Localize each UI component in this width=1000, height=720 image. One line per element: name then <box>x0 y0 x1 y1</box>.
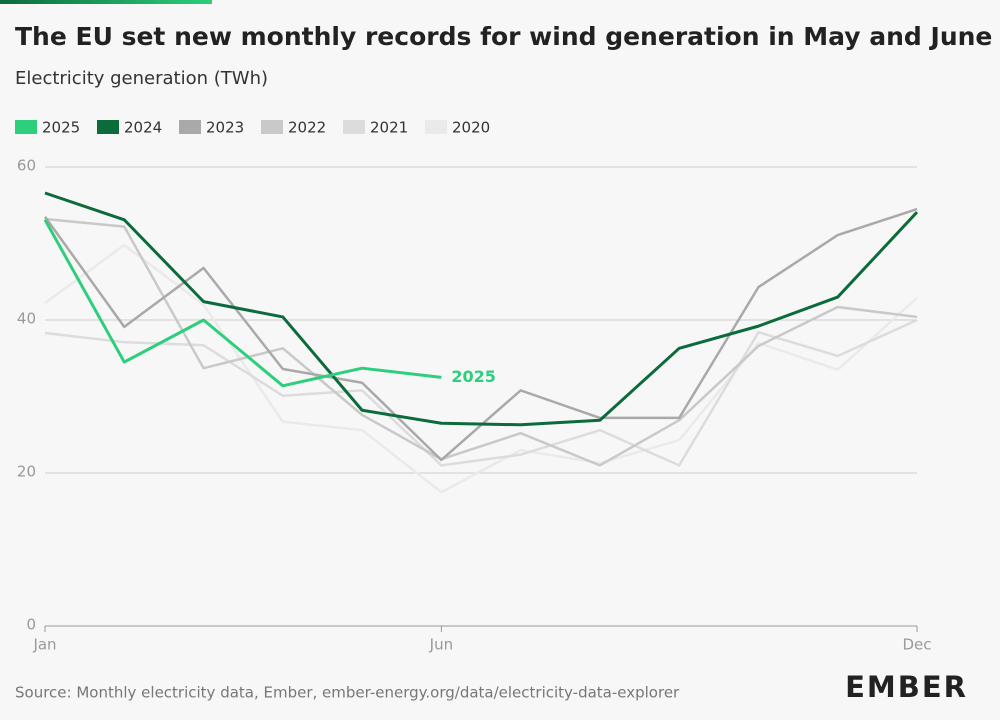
legend-label: 2023 <box>206 119 244 137</box>
logo: EMBER <box>845 670 968 704</box>
legend-label: 2021 <box>370 119 408 137</box>
legend-swatch <box>343 120 365 134</box>
legend-swatch <box>261 120 283 134</box>
chart-subtitle: Electricity generation (TWh) <box>15 68 268 89</box>
x-tick-label: Dec <box>902 636 931 654</box>
x-tick-label: Jan <box>32 636 56 654</box>
legend-label: 2022 <box>288 119 326 137</box>
legend-swatch <box>97 120 119 134</box>
y-tick-label: 0 <box>26 616 36 634</box>
series-line <box>44 243 918 494</box>
end-label: 2025 <box>451 367 496 386</box>
legend-label: 2024 <box>124 119 162 137</box>
series-line <box>43 219 442 388</box>
top-bar <box>0 0 212 4</box>
legend-swatch <box>425 120 447 134</box>
x-tick-label: Jun <box>429 636 453 654</box>
legend-label: 2025 <box>42 119 80 137</box>
y-tick-label: 20 <box>17 463 36 481</box>
source: Source: Monthly electricity data, Ember,… <box>15 684 680 702</box>
legend-label: 2020 <box>452 119 490 137</box>
series-line <box>44 191 919 427</box>
chart-title: The EU set new monthly records for wind … <box>15 22 992 51</box>
y-tick-label: 40 <box>17 310 36 328</box>
y-tick-label: 60 <box>17 157 36 175</box>
series-line <box>44 217 918 467</box>
legend-swatch <box>15 120 37 134</box>
legend-swatch <box>179 120 201 134</box>
